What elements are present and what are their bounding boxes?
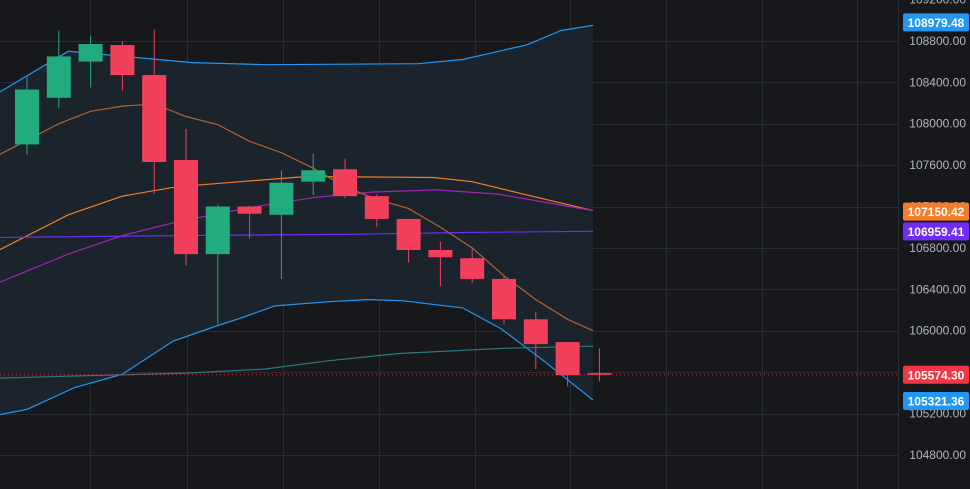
- indicator-line-0: [0, 24, 594, 93]
- y-tick-label: 105200.00: [909, 407, 966, 421]
- candle-body-down: [110, 45, 135, 76]
- indicator-line-1: [0, 298, 594, 416]
- y-tick-label: 107600.00: [909, 158, 966, 172]
- indicator-line-4: [0, 230, 594, 239]
- candle-body-down: [428, 249, 453, 258]
- candle-body-up: [301, 170, 326, 182]
- price-label-text: 105321.36: [908, 394, 965, 408]
- indicator-line-2: [0, 175, 594, 251]
- candle-body-down: [396, 218, 421, 250]
- price-label-text: 107150.42: [908, 205, 965, 219]
- y-tick-label: 106400.00: [909, 282, 966, 296]
- indicator-line-6: [0, 345, 594, 379]
- y-tick-label: 108400.00: [909, 75, 966, 89]
- candle-body-down: [364, 196, 389, 219]
- price-label-text: 106959.41: [908, 225, 965, 239]
- price-axis[interactable]: 104800.00105200.00105600.00106000.001064…: [898, 0, 967, 489]
- candle-body-down: [460, 258, 485, 279]
- band-fill-area: [0, 25, 593, 415]
- candles: [15, 29, 612, 387]
- price-label-badge: [903, 222, 969, 241]
- price-label-text: 108979.48: [908, 16, 965, 30]
- y-tick-label: 108800.00: [909, 34, 966, 48]
- y-tick-label: 108000.00: [909, 117, 966, 131]
- candle-body-up: [78, 44, 103, 62]
- price-label-text: 105574.30: [908, 368, 965, 382]
- y-tick-label: 106800.00: [909, 241, 966, 255]
- candle-body-down: [555, 342, 580, 376]
- candle-body-up: [269, 182, 294, 215]
- price-label-badge: [903, 365, 969, 384]
- y-tick-label: 104800.00: [909, 448, 966, 462]
- candle-body-down: [492, 278, 516, 320]
- price-label-badge: [903, 391, 969, 410]
- candle-body-down: [237, 206, 262, 214]
- price-labels: 108979.48 107150.42 106959.41 105574.30 1053…: [903, 13, 969, 410]
- y-tick-label: 106000.00: [909, 324, 966, 338]
- candle-body-down: [142, 75, 167, 162]
- candle-body-up: [15, 89, 39, 145]
- price-label-badge: [903, 13, 969, 32]
- candle-body-down: [587, 373, 612, 375]
- y-tick-label: 109200.00: [909, 0, 966, 7]
- candle-body-up: [46, 56, 71, 98]
- candle-body-down: [333, 169, 357, 197]
- candle-body-down: [174, 159, 198, 255]
- candle-body-up: [205, 206, 230, 255]
- candle-body-down: [523, 319, 548, 345]
- bollinger-band-fill: [0, 25, 593, 415]
- price-label-badge: [903, 202, 969, 221]
- indicator-lines: [0, 24, 898, 416]
- indicator-line-5: [0, 103, 594, 332]
